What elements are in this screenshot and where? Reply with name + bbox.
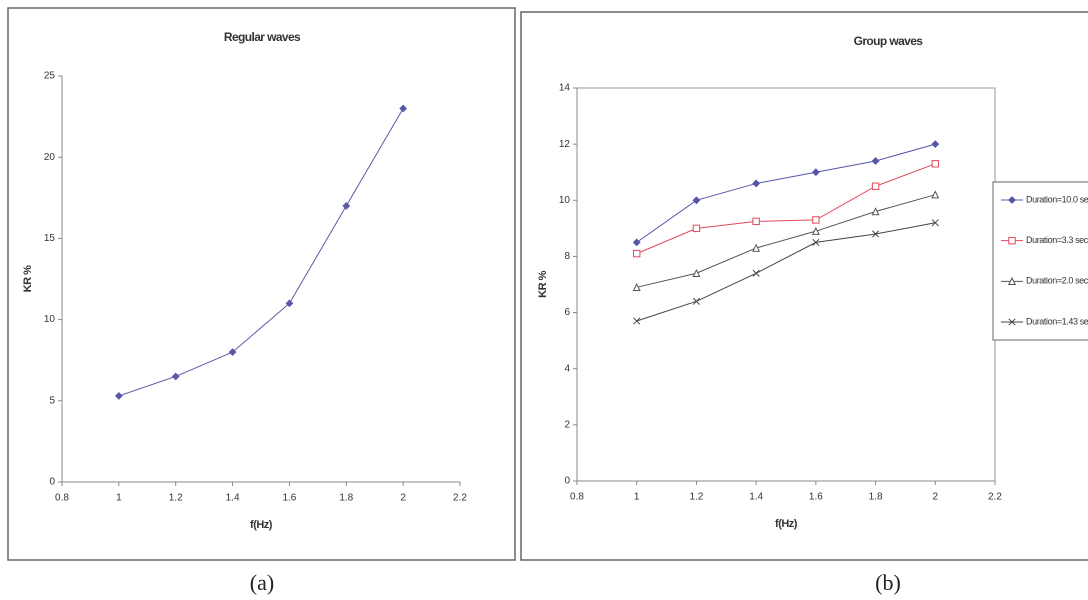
plot-frame [576,87,996,482]
chart-title: Regular waves [224,30,301,44]
x-tick-label: 1.6 [282,493,296,504]
marker [812,216,820,224]
marker [1008,196,1016,204]
series-line [636,163,936,255]
x-tick-label: 2.2 [988,492,1002,503]
marker [228,348,237,356]
caption: (b) [875,570,901,595]
x-tick-label: 1.2 [689,492,703,503]
x-tick-label: 0.8 [570,492,584,503]
marker [871,182,880,190]
y-tick-label: 10 [44,314,56,325]
x-axis-label: f(Hz) [250,519,273,531]
marker [871,207,880,216]
marker [114,392,123,400]
y-tick-label: 14 [559,83,571,94]
marker [752,269,760,277]
marker [752,179,761,188]
marker [633,249,641,258]
marker [633,317,641,325]
panel-frame [7,7,516,561]
marker [171,372,180,381]
marker [342,202,351,210]
y-tick-label: 0 [49,477,55,488]
marker [871,157,880,165]
x-tick-label: 1.4 [749,492,763,503]
y-tick-label: 5 [49,395,55,406]
y-axis-label: KR % [22,265,34,292]
marker [931,160,939,168]
x-tick-label: 1.8 [339,493,353,504]
caption: (a) [250,570,274,595]
marker [1007,277,1017,286]
marker [1008,318,1016,326]
marker [752,217,760,226]
y-tick-label: 0 [564,476,570,487]
x-tick-label: 1.8 [869,492,883,503]
marker [632,282,641,292]
x-tick-label: 1.2 [169,493,183,504]
marker [692,268,701,277]
y-tick-label: 15 [44,233,56,244]
x-axis-label: f(Hz) [775,518,798,530]
x-tick-label: 2 [400,493,406,504]
panel-frame [520,11,1088,561]
y-tick-label: 6 [564,307,570,318]
series-line [636,194,936,288]
series-line [636,143,936,243]
marker [399,104,408,113]
legend-label: Duration=1.43 sec [1026,316,1088,326]
marker [752,243,761,252]
marker [692,297,700,305]
marker [811,168,820,177]
marker [811,226,820,235]
y-tick-label: 2 [564,419,570,430]
legend-label: Duration=10.0 sec [1026,194,1088,204]
marker [632,238,641,247]
marker [1008,236,1016,245]
x-tick-label: 0.8 [55,493,69,504]
legend-label: Duration=3.3 sec [1026,235,1088,245]
series-line [636,222,936,322]
legend-label: Duration=2.0 sec [1026,276,1088,286]
x-tick-label: 2 [933,492,939,503]
series-line [118,108,404,397]
y-tick-label: 8 [564,251,570,262]
x-tick-label: 2.2 [453,493,467,504]
x-tick-label: 1 [116,493,122,504]
y-tick-label: 20 [44,152,56,163]
x-tick-label: 1.4 [226,493,240,504]
y-tick-label: 12 [559,139,571,150]
marker [692,196,701,205]
marker [692,224,701,233]
y-tick-label: 10 [559,195,571,206]
marker [931,190,940,199]
marker [812,238,820,246]
legend-box [992,181,1088,341]
chart-title: Group waves [854,34,924,48]
x-tick-label: 1.6 [809,492,823,503]
marker [931,219,939,227]
marker [872,230,880,238]
marker [285,299,294,308]
y-tick-label: 4 [564,363,570,374]
marker [931,140,940,149]
y-tick-label: 25 [44,71,56,82]
x-tick-label: 1 [634,492,640,503]
y-axis-label: KR % [537,270,549,297]
